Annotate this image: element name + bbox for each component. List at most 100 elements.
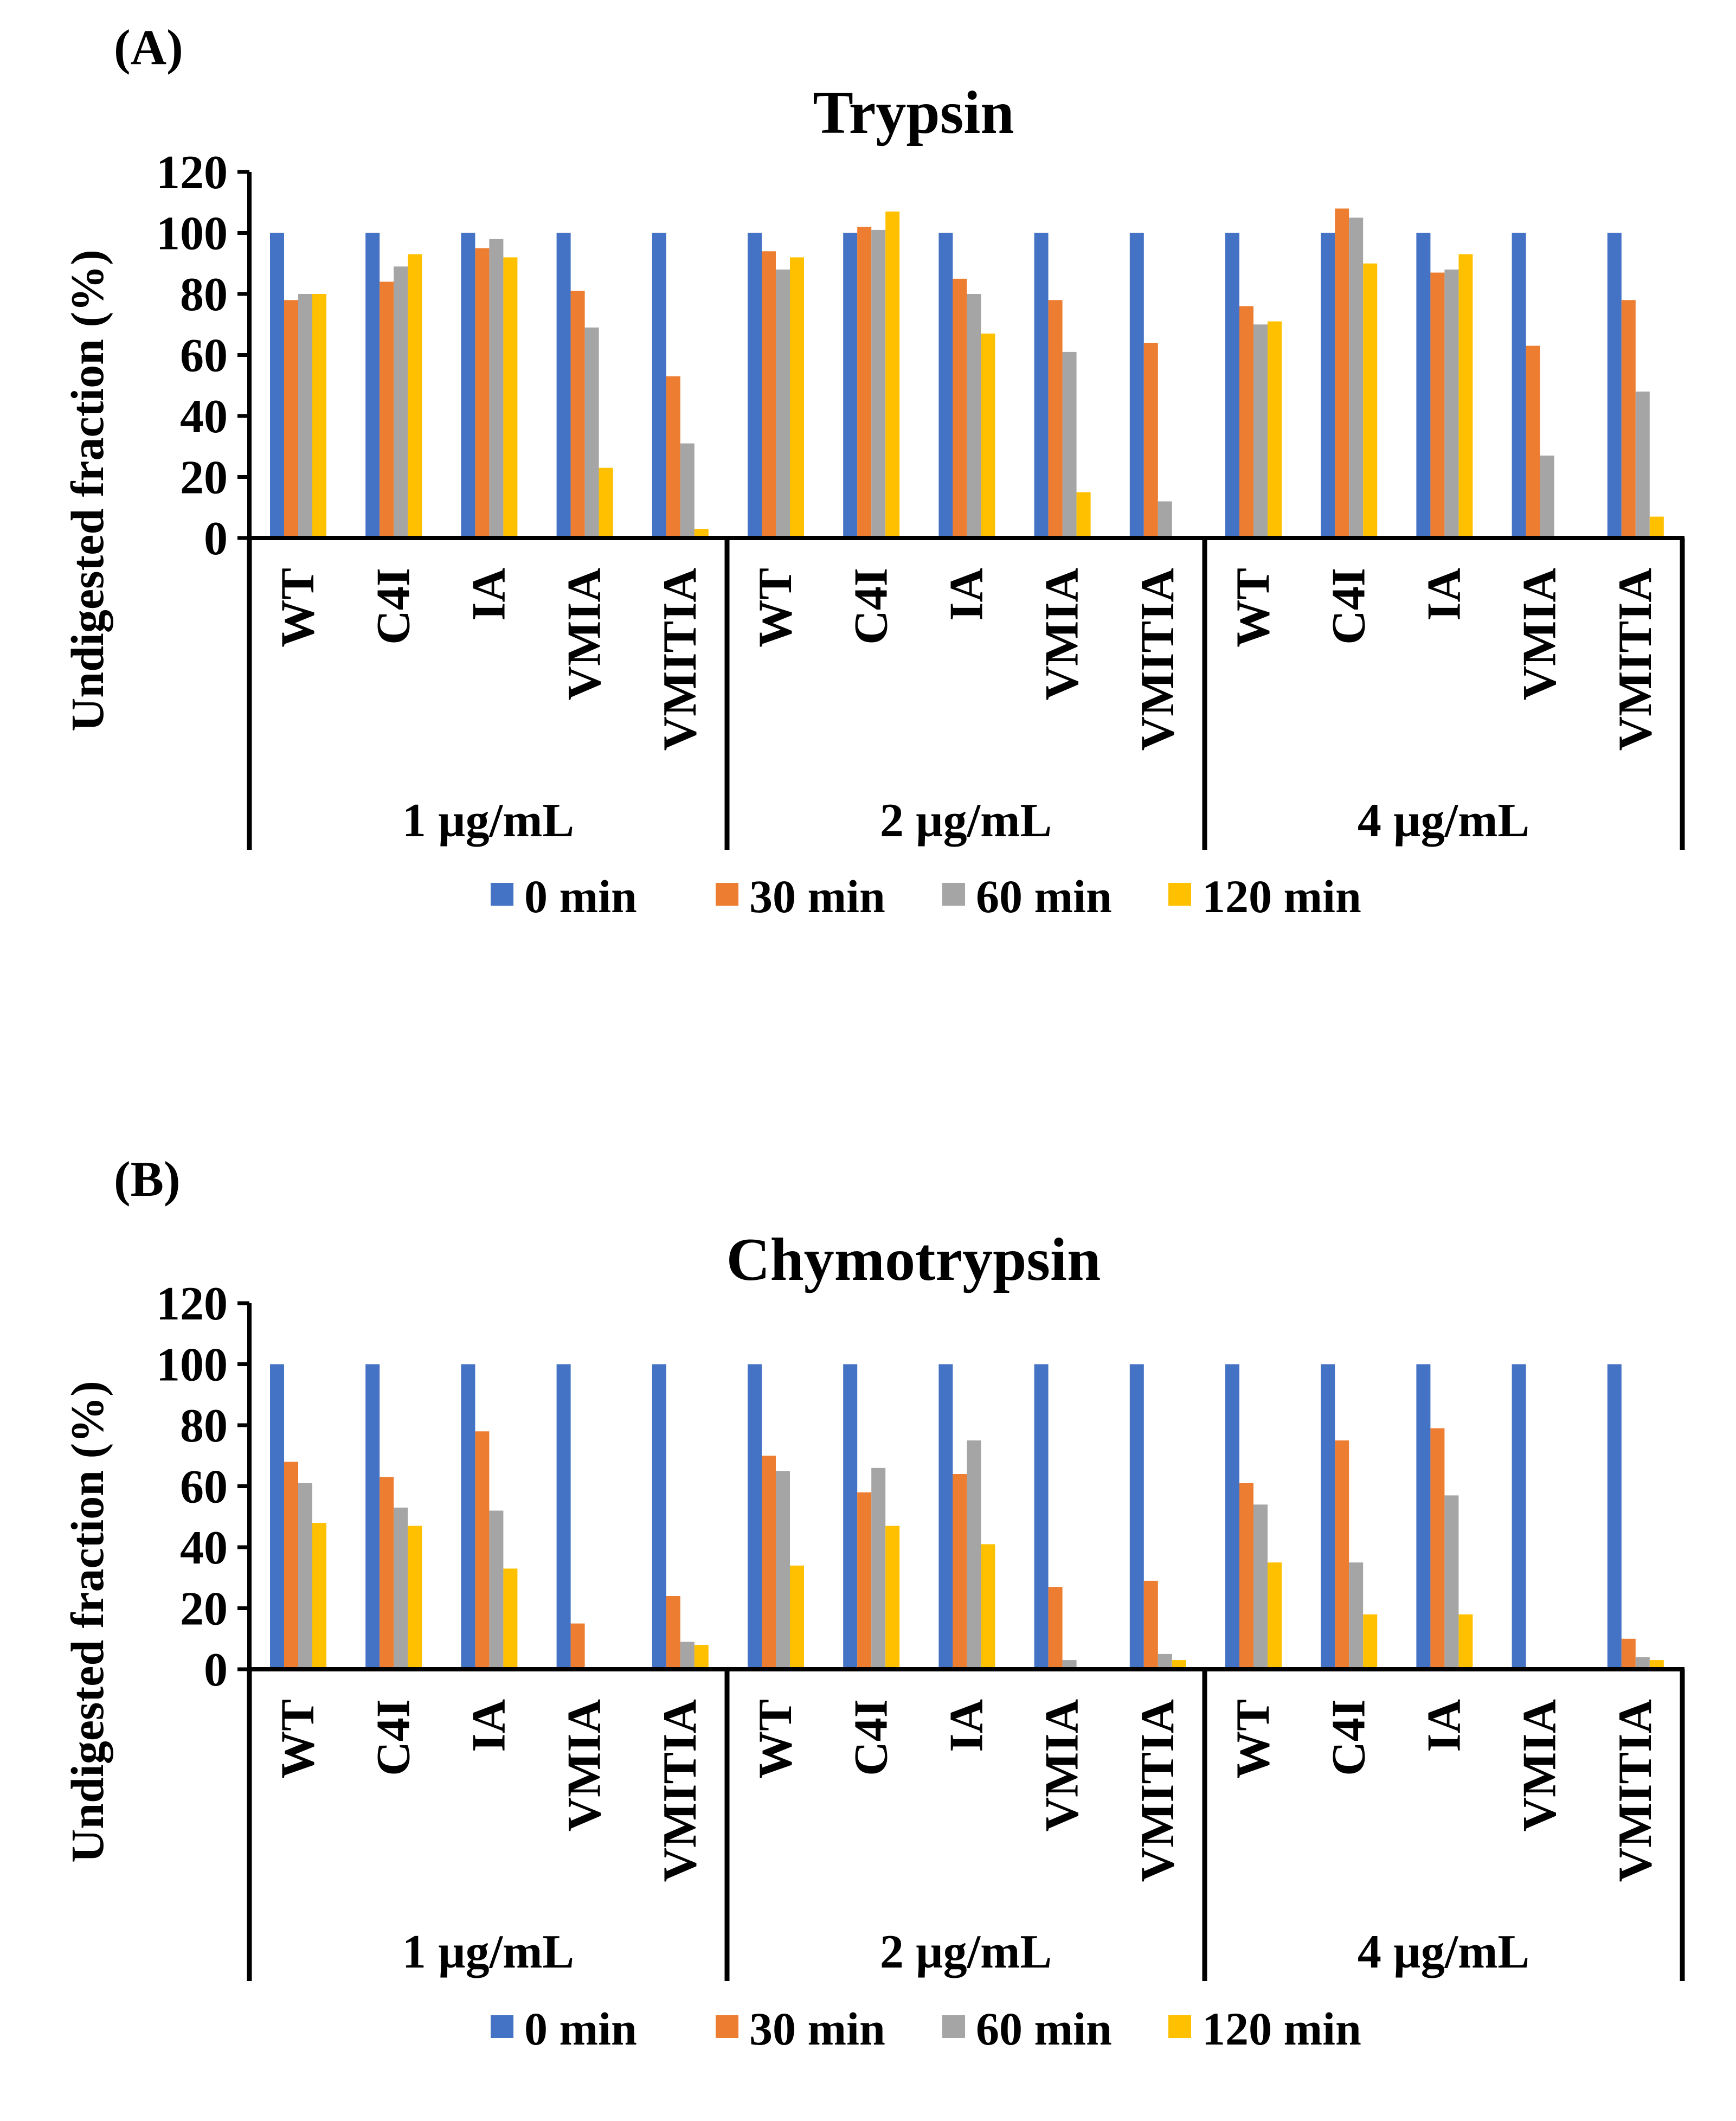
bar-120-min-wt-2: [790, 1565, 804, 1670]
category-label: C4I: [367, 568, 420, 645]
bar-60-min-wt-2: [776, 1471, 790, 1669]
category-label: VMIA: [558, 1699, 611, 1831]
bar-0-min-vmia-3: [1512, 233, 1526, 538]
bar-30-min-wt-1: [284, 300, 298, 539]
bar-30-min-wt-2: [762, 251, 776, 539]
bar-60-min-vmia-2: [1062, 1660, 1077, 1669]
category-label: IA: [463, 1699, 516, 1752]
y-tick-label: 20: [180, 452, 228, 504]
bar-0-min-ia-3: [1416, 233, 1431, 538]
category-label: VMITIA: [1609, 1699, 1662, 1882]
legend-label-0-min: 0 min: [524, 870, 637, 922]
group-label: 1 µg/mL: [402, 794, 574, 847]
panel-label: (A): [114, 20, 183, 75]
category-label: WT: [272, 1699, 324, 1779]
bar-0-min-ia-2: [938, 233, 953, 538]
legend-swatch-120-min: [1168, 2015, 1191, 2038]
bar-120-min-wt-1: [312, 294, 326, 538]
bar-60-min-vmitia-1: [680, 443, 695, 538]
bar-30-min-c4i-1: [380, 1477, 394, 1669]
category-label: IA: [1418, 568, 1471, 621]
category-label: VMITIA: [1609, 568, 1662, 751]
bar-60-min-ia-1: [489, 239, 504, 539]
bar-120-min-ia-2: [981, 334, 995, 538]
category-label: IA: [941, 568, 993, 621]
bar-120-min-vmitia-3: [1649, 516, 1664, 538]
bar-60-min-vmitia-2: [1158, 501, 1172, 538]
category-label: IA: [1418, 1699, 1471, 1752]
bar-0-min-vmitia-1: [652, 233, 666, 538]
legend-swatch-60-min: [942, 883, 965, 906]
bar-60-min-c4i-2: [871, 1468, 886, 1670]
bar-60-min-vmitia-1: [680, 1642, 695, 1669]
category-label: IA: [463, 568, 516, 621]
bar-60-min-c4i-3: [1349, 217, 1364, 538]
legend-label-60-min: 60 min: [976, 2003, 1112, 2055]
bar-60-min-wt-3: [1253, 324, 1268, 539]
y-tick-label: 20: [180, 1583, 228, 1636]
bar-60-min-vmia-2: [1062, 351, 1077, 538]
bar-30-min-ia-2: [953, 1474, 967, 1669]
bar-30-min-vmia-3: [1526, 345, 1540, 538]
bar-0-min-wt-1: [270, 1364, 284, 1669]
bar-120-min-vmia-1: [599, 467, 613, 538]
bar-60-min-vmia-3: [1540, 456, 1554, 538]
category-label: VMIA: [1036, 1699, 1089, 1831]
category-label: WT: [1227, 568, 1280, 648]
bar-30-min-vmitia-2: [1143, 1580, 1158, 1669]
bar-30-min-vmitia-2: [1143, 343, 1158, 538]
bar-30-min-ia-2: [953, 278, 967, 538]
panel-label: (B): [114, 1151, 181, 1207]
bar-30-min-vmia-1: [570, 1623, 585, 1669]
legend-label-30-min: 30 min: [749, 870, 885, 922]
y-tick-label: 120: [156, 146, 228, 199]
bar-120-min-wt-3: [1268, 1562, 1282, 1669]
bar-60-min-wt-3: [1253, 1504, 1268, 1670]
bar-60-min-ia-2: [967, 1440, 981, 1669]
bar-120-min-wt-3: [1268, 321, 1282, 538]
bar-30-min-c4i-3: [1335, 1440, 1349, 1669]
bar-120-min-vmitia-2: [1172, 1660, 1186, 1669]
y-tick-label: 80: [180, 268, 228, 321]
bar-30-min-wt-1: [284, 1462, 298, 1669]
bar-60-min-ia-2: [967, 294, 981, 538]
group-label: 2 µg/mL: [880, 794, 1052, 847]
legend-label-120-min: 120 min: [1202, 2003, 1361, 2055]
bar-30-min-wt-3: [1239, 1483, 1253, 1669]
y-tick-label: 100: [156, 1339, 228, 1392]
y-tick-label: 0: [204, 512, 228, 565]
bar-0-min-vmitia-2: [1129, 1364, 1144, 1669]
bar-30-min-vmitia-1: [666, 1596, 680, 1669]
bar-0-min-wt-3: [1225, 233, 1239, 538]
bar-0-min-c4i-3: [1321, 233, 1335, 538]
bar-30-min-ia-3: [1430, 1428, 1445, 1669]
bar-120-min-vmitia-3: [1649, 1660, 1664, 1669]
chart-panel-trypsin: (A) Trypsin Undigested fraction (%) 0 20 40 60…: [61, 20, 1685, 922]
bar-30-min-c4i-1: [380, 281, 394, 538]
category-label: WT: [749, 568, 802, 648]
bar-0-min-c4i-1: [365, 1364, 380, 1669]
bar-0-min-c4i-2: [843, 1364, 858, 1669]
bar-120-min-ia-3: [1458, 254, 1473, 538]
y-tick-label: 40: [180, 1522, 228, 1574]
bar-120-min-vmitia-1: [694, 1645, 709, 1669]
bar-120-min-wt-2: [790, 257, 804, 538]
bar-120-min-c4i-2: [885, 1526, 900, 1669]
bar-30-min-vmia-2: [1048, 300, 1063, 539]
bar-30-min-vmitia-3: [1621, 300, 1636, 539]
bar-0-min-vmitia-2: [1129, 233, 1144, 538]
bar-120-min-ia-2: [981, 1544, 995, 1669]
chart-panel-chymotrypsin: (B) Chymotrypsin Undigested fraction (%) 0 2…: [61, 1151, 1685, 2055]
category-label: VMITIA: [654, 1699, 706, 1882]
category-label: WT: [749, 1699, 802, 1779]
group-label: 1 µg/mL: [402, 1926, 574, 1978]
category-label: C4I: [367, 1699, 420, 1776]
legend-swatch-0-min: [491, 2015, 513, 2038]
bar-60-min-vmitia-3: [1635, 1657, 1650, 1669]
category-label: VMIA: [1514, 1699, 1566, 1831]
chart-title: Trypsin: [813, 79, 1014, 146]
legend-label-30-min: 30 min: [749, 2003, 885, 2055]
bar-120-min-wt-1: [312, 1523, 326, 1669]
bar-120-min-ia-1: [503, 257, 518, 538]
category-label: WT: [1227, 1699, 1280, 1779]
